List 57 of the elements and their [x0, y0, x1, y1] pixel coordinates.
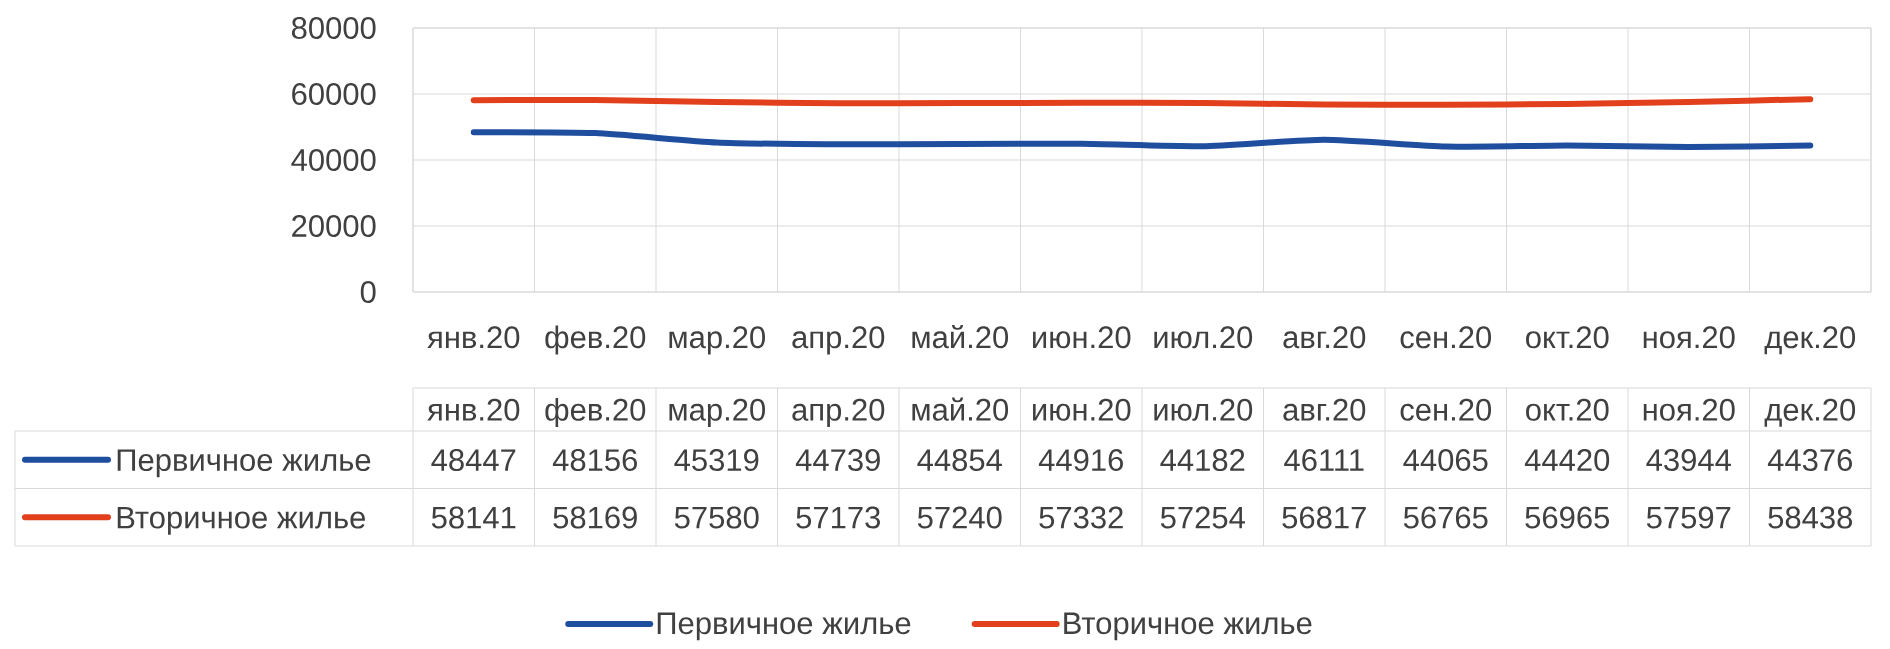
data-label: 44854 — [917, 449, 1002, 472]
category-label: окт.20 — [1526, 398, 1609, 421]
y-tick-label: 80000 — [291, 17, 376, 39]
data-label: 57240 — [917, 506, 1002, 529]
category-label: апр.20 — [792, 398, 885, 427]
data-label: 44916 — [1038, 449, 1123, 472]
legend-label: Первичное жилье — [117, 449, 371, 478]
y-tick-label: 40000 — [291, 149, 376, 171]
category-label: июн.20 — [1033, 398, 1131, 421]
x-tick-label: авг.20 — [1283, 326, 1366, 349]
x-tick-label: окт.20 — [1526, 326, 1609, 349]
category-label: фев.20 — [545, 398, 646, 427]
data-label: 57254 — [1160, 506, 1245, 529]
data-label: 44182 — [1160, 449, 1245, 472]
text: Первичное жилье — [657, 612, 911, 641]
data-label: 58169 — [553, 506, 637, 529]
x-tick-label: июн.20 — [1033, 326, 1131, 349]
data-label: 57173 — [796, 506, 880, 529]
category-label: июл.20 — [1154, 398, 1253, 421]
category-label: ноя.20 — [1643, 398, 1735, 421]
x-tick-label: сен.20 — [1400, 326, 1492, 349]
x-tick-label: июл.20 — [1154, 326, 1253, 349]
data-label: 57580 — [674, 506, 759, 529]
x-tick-label: янв.20 — [427, 326, 520, 349]
y-tick-label: 20000 — [292, 215, 376, 237]
data-label: 56765 — [1403, 506, 1488, 529]
data-label: 44420 — [1524, 449, 1610, 472]
data-label: 44739 — [795, 449, 880, 472]
data-label: 56965 — [1525, 506, 1610, 529]
category-label: мар.20 — [669, 398, 765, 427]
data-label: 58438 — [1768, 506, 1853, 529]
data-label: 43944 — [1646, 449, 1731, 472]
y-tick-label: 0 — [360, 281, 376, 303]
x-tick-label: мар.20 — [669, 326, 765, 355]
category-label: сен.20 — [1400, 398, 1492, 421]
data-label: 58141 — [431, 506, 516, 529]
category-label: авг.20 — [1283, 398, 1366, 421]
data-label: 57332 — [1039, 506, 1123, 529]
x-tick-label: дек.20 — [1764, 326, 1856, 355]
category-label: дек.20 — [1764, 398, 1856, 427]
category-label: май.20 — [912, 397, 1009, 421]
data-label: 48447 — [431, 449, 516, 472]
data-label: 57597 — [1646, 506, 1731, 529]
x-tick-label: фев.20 — [545, 325, 646, 355]
data-label: 44376 — [1767, 449, 1852, 472]
data-label: 46111 — [1284, 449, 1364, 472]
category-label: янв.20 — [427, 398, 520, 421]
x-tick-label: май.20 — [912, 324, 1009, 349]
x-tick-label: апр.20 — [792, 326, 885, 355]
legend-label: Вторичное жилье — [117, 506, 365, 535]
text: Вторичное жилье — [1064, 612, 1312, 641]
data-label: 45319 — [674, 449, 759, 472]
data-label: 48156 — [552, 449, 637, 472]
x-tick-label: ноя.20 — [1643, 326, 1735, 349]
y-tick-label: 60000 — [292, 83, 376, 105]
data-label: 56817 — [1282, 506, 1366, 529]
data-label: 44065 — [1403, 449, 1488, 472]
